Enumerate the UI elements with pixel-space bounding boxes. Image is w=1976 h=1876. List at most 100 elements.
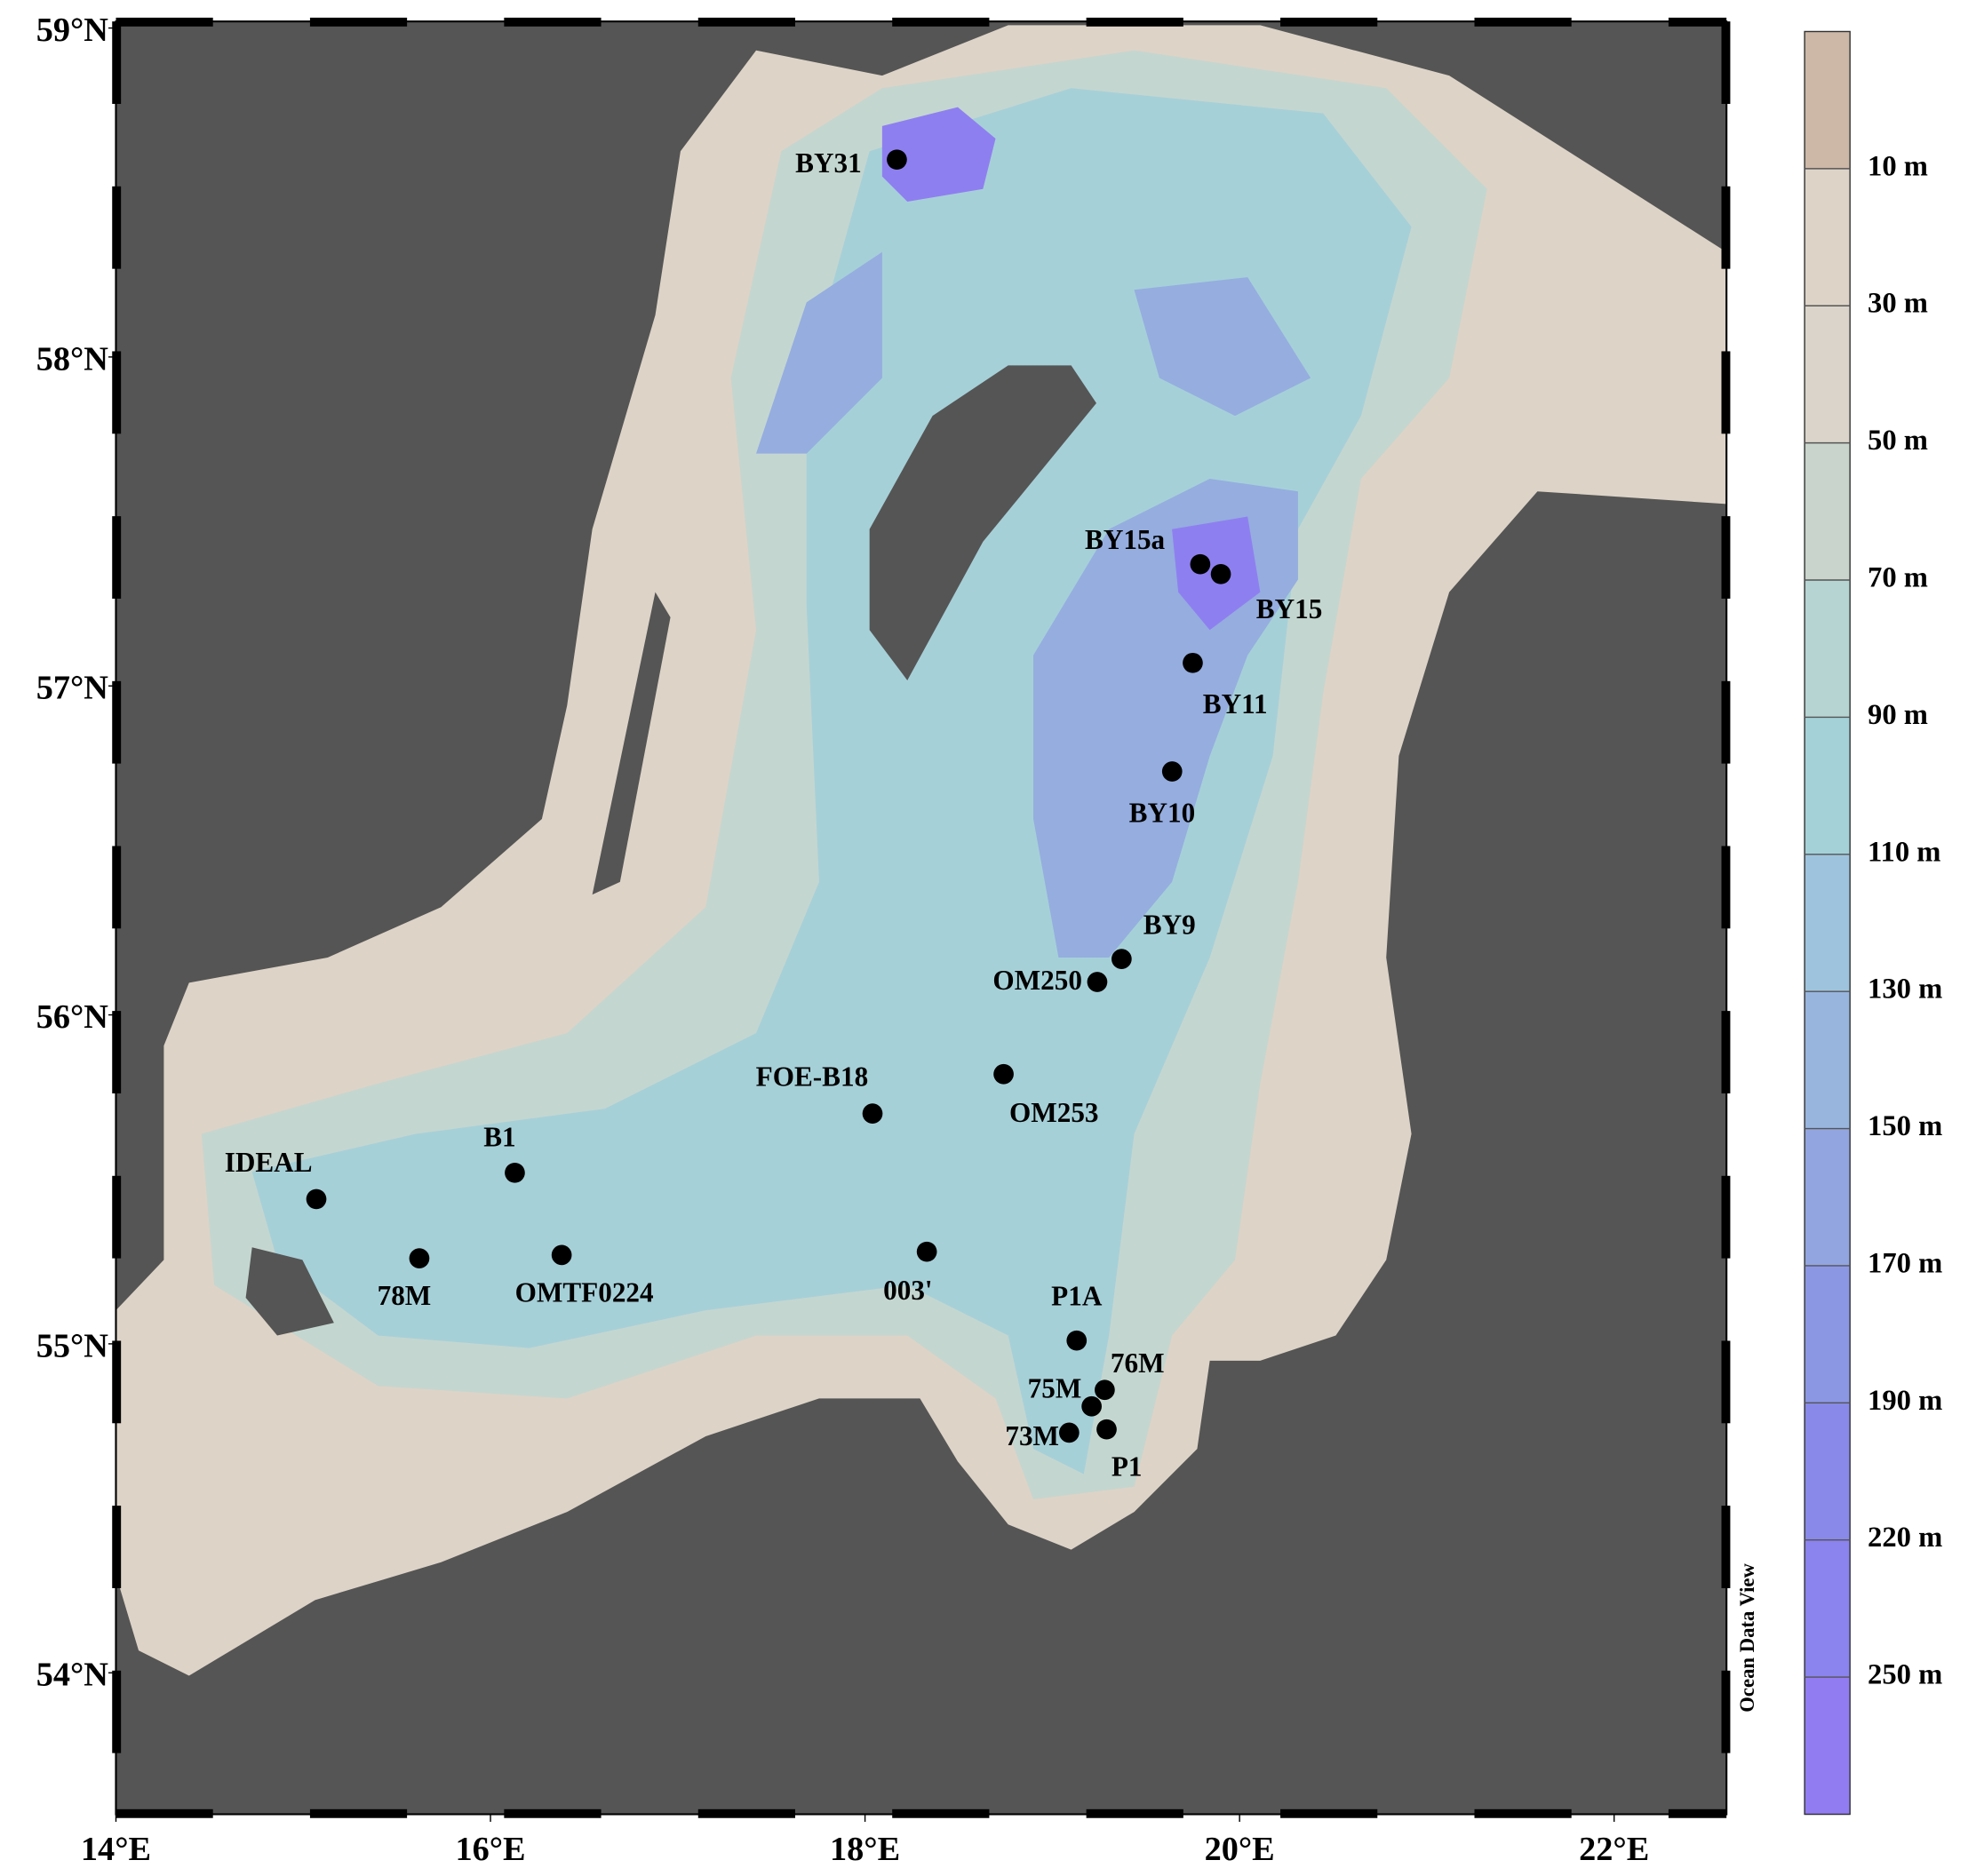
station-point — [1081, 1395, 1102, 1417]
station-point — [409, 1248, 430, 1268]
frame-segment — [1721, 21, 1731, 104]
colorbar-band — [1805, 991, 1851, 1130]
frame-ticks — [112, 17, 1731, 1818]
station-label: BY15 — [1256, 593, 1323, 624]
colorbar-band — [1805, 442, 1851, 581]
station-point — [306, 1188, 327, 1210]
frame-segment — [697, 1808, 795, 1818]
station-label: 78M — [378, 1280, 432, 1311]
frame-segment — [112, 1506, 122, 1588]
colorbar-label: 50 m — [1868, 425, 1928, 457]
frame-segment — [116, 1808, 213, 1818]
station-point — [1087, 972, 1108, 992]
station-point — [1066, 1330, 1088, 1351]
frame-segment — [112, 516, 122, 599]
x-tick-label: 18°E — [830, 1831, 900, 1868]
frame-segment — [1721, 516, 1731, 599]
colorbar-label: 170 m — [1868, 1247, 1942, 1279]
frame-segment — [112, 1175, 122, 1259]
frame-segment — [112, 846, 122, 929]
station-label: P1A — [1051, 1281, 1103, 1312]
sea-deep — [251, 88, 1412, 1475]
frame-segment — [1721, 1670, 1731, 1753]
colorbar-label: 70 m — [1868, 562, 1928, 594]
station-label: BY31 — [795, 147, 862, 179]
station-label: OM253 — [1009, 1097, 1098, 1128]
colorbar-label: 130 m — [1868, 974, 1942, 1006]
frame-segment — [112, 21, 122, 104]
station-point — [505, 1162, 525, 1183]
frame-segment — [504, 1808, 602, 1818]
y-tick-label: 55°N — [36, 1327, 109, 1364]
frame-segment — [112, 351, 122, 434]
island-gotland — [869, 365, 1096, 680]
colorbar-band — [1805, 1128, 1851, 1267]
frame-segment — [1721, 1175, 1731, 1259]
frame-segment — [1280, 17, 1378, 27]
x-tick-label: 16°E — [455, 1831, 525, 1868]
frame-segment — [892, 17, 990, 27]
colorbar-band — [1805, 31, 1851, 170]
y-tick-label: 59°N — [36, 12, 109, 49]
station-point — [1058, 1422, 1080, 1443]
colorbar-label: 30 m — [1868, 288, 1928, 320]
frame-segment — [1721, 680, 1731, 764]
station-label: BY9 — [1143, 909, 1196, 940]
frame-segment — [112, 186, 122, 269]
y-tick-label: 54°N — [36, 1657, 109, 1694]
frame-segment — [1721, 1340, 1731, 1424]
station-label: BY10 — [1129, 797, 1196, 828]
y-tick-label: 58°N — [36, 340, 109, 378]
frame-segment — [1721, 846, 1731, 929]
frame-segment — [1668, 1808, 1727, 1818]
frame-segment — [1721, 1011, 1731, 1093]
station-label: OMTF0224 — [515, 1276, 654, 1308]
frame-segment — [1721, 1506, 1731, 1588]
station-label: IDEAL — [225, 1147, 313, 1178]
colorbar-label: 250 m — [1868, 1659, 1942, 1691]
frame-segment — [309, 17, 408, 27]
colorbar-band — [1805, 580, 1851, 719]
y-tick-label: 56°N — [36, 998, 109, 1036]
frame-segment — [1474, 1808, 1572, 1818]
colorbar-label: 220 m — [1868, 1522, 1942, 1554]
colorbar-label: 110 m — [1868, 836, 1940, 868]
frame-segment — [116, 17, 213, 27]
station-point — [1210, 563, 1231, 584]
station-label: 76M — [1111, 1347, 1165, 1379]
station-point — [1112, 949, 1132, 969]
x-tick-label: 22°E — [1579, 1831, 1649, 1868]
station-point — [916, 1241, 937, 1262]
y-tick-label: 57°N — [36, 670, 109, 707]
frame-segment — [1721, 351, 1731, 434]
station-label: FOE-B18 — [756, 1061, 868, 1093]
frame-segment — [1086, 17, 1183, 27]
station-point — [1161, 761, 1183, 782]
station-point — [887, 149, 907, 171]
colorbar-label: 190 m — [1868, 1385, 1942, 1417]
station-point — [1096, 1419, 1117, 1440]
colorbar-band — [1805, 306, 1851, 444]
station-label: 73M — [1005, 1420, 1059, 1451]
colorbar-label: 10 m — [1868, 150, 1928, 182]
station-point — [1190, 553, 1211, 575]
colorbar-band — [1805, 1403, 1851, 1541]
x-tick-label: 20°E — [1205, 1831, 1275, 1868]
station-point — [862, 1103, 883, 1125]
colorbar-label: 90 m — [1868, 699, 1928, 731]
frame-segment — [1474, 17, 1572, 27]
frame-segment — [1668, 17, 1727, 27]
frame-segment — [112, 680, 122, 764]
colorbar-band — [1805, 168, 1851, 306]
colorbar-band — [1805, 1677, 1851, 1816]
colorbar-band — [1805, 1539, 1851, 1678]
frame-segment — [1086, 1808, 1183, 1818]
frame-segment — [1721, 186, 1731, 269]
frame-segment — [1280, 1808, 1378, 1818]
frame-segment — [112, 1011, 122, 1093]
frame-segment — [697, 17, 795, 27]
frame-segment — [309, 1808, 408, 1818]
colorbar-frame — [1804, 30, 1851, 1816]
